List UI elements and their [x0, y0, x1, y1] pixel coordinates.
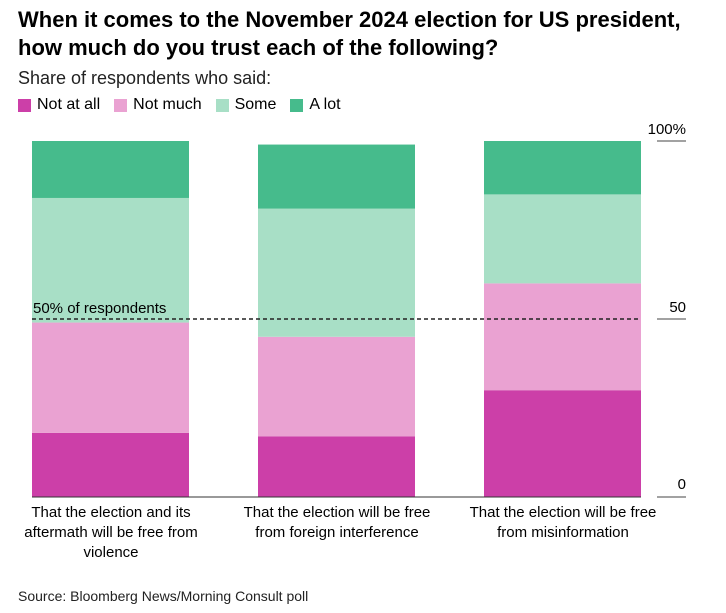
legend-item-not-much: Not much — [114, 96, 202, 114]
bar-segment-not-at-all-2 — [258, 436, 415, 497]
bar-segment-not-at-all-3 — [484, 390, 641, 497]
bar-segment-a-lot-3 — [484, 141, 641, 195]
y-tick-label: 100% — [648, 121, 686, 138]
legend-label: Not at all — [37, 96, 101, 113]
legend-label: A lot — [309, 96, 341, 113]
bar-segment-some-1 — [32, 197, 189, 323]
bar-segment-some-3 — [484, 194, 641, 284]
category-label-foreign-interference: That the election will be free from fore… — [243, 504, 431, 541]
y-tick-label: 50 — [669, 299, 686, 316]
chart-subtitle: Share of respondents who said: — [18, 68, 272, 88]
legend-swatch — [215, 98, 229, 112]
bar-segment-not-much-1 — [32, 322, 189, 433]
bar-segment-not-at-all-1 — [32, 432, 189, 497]
legend-item-a-lot: A lot — [290, 96, 341, 114]
chart-title: When it comes to the November 2024 elect… — [18, 7, 681, 60]
y-tick-label: 0 — [678, 476, 686, 493]
legend-label: Some — [234, 96, 277, 113]
bar-segment-not-much-2 — [258, 336, 415, 437]
category-label-misinformation: That the election will be free from misi… — [469, 504, 657, 541]
legend-swatch — [290, 98, 304, 112]
legend-item-some: Some — [215, 96, 277, 114]
reference-line-label: 50% of respondents — [33, 300, 166, 317]
legend-item-not-at-all: Not at all — [18, 96, 100, 114]
legend-swatch — [114, 98, 128, 112]
legend: Not at all Not much Some A lot — [18, 96, 341, 114]
bar-segment-some-2 — [258, 208, 415, 337]
bar-segment-not-much-3 — [484, 283, 641, 391]
bar-segment-a-lot-1 — [32, 141, 189, 198]
legend-label: Not much — [133, 96, 202, 113]
bar-segment-a-lot-2 — [258, 144, 415, 209]
source-note: Source: Bloomberg News/Morning Consult p… — [18, 588, 309, 604]
category-label-violence: That the election and its aftermath will… — [24, 504, 198, 561]
legend-swatch — [18, 98, 31, 112]
